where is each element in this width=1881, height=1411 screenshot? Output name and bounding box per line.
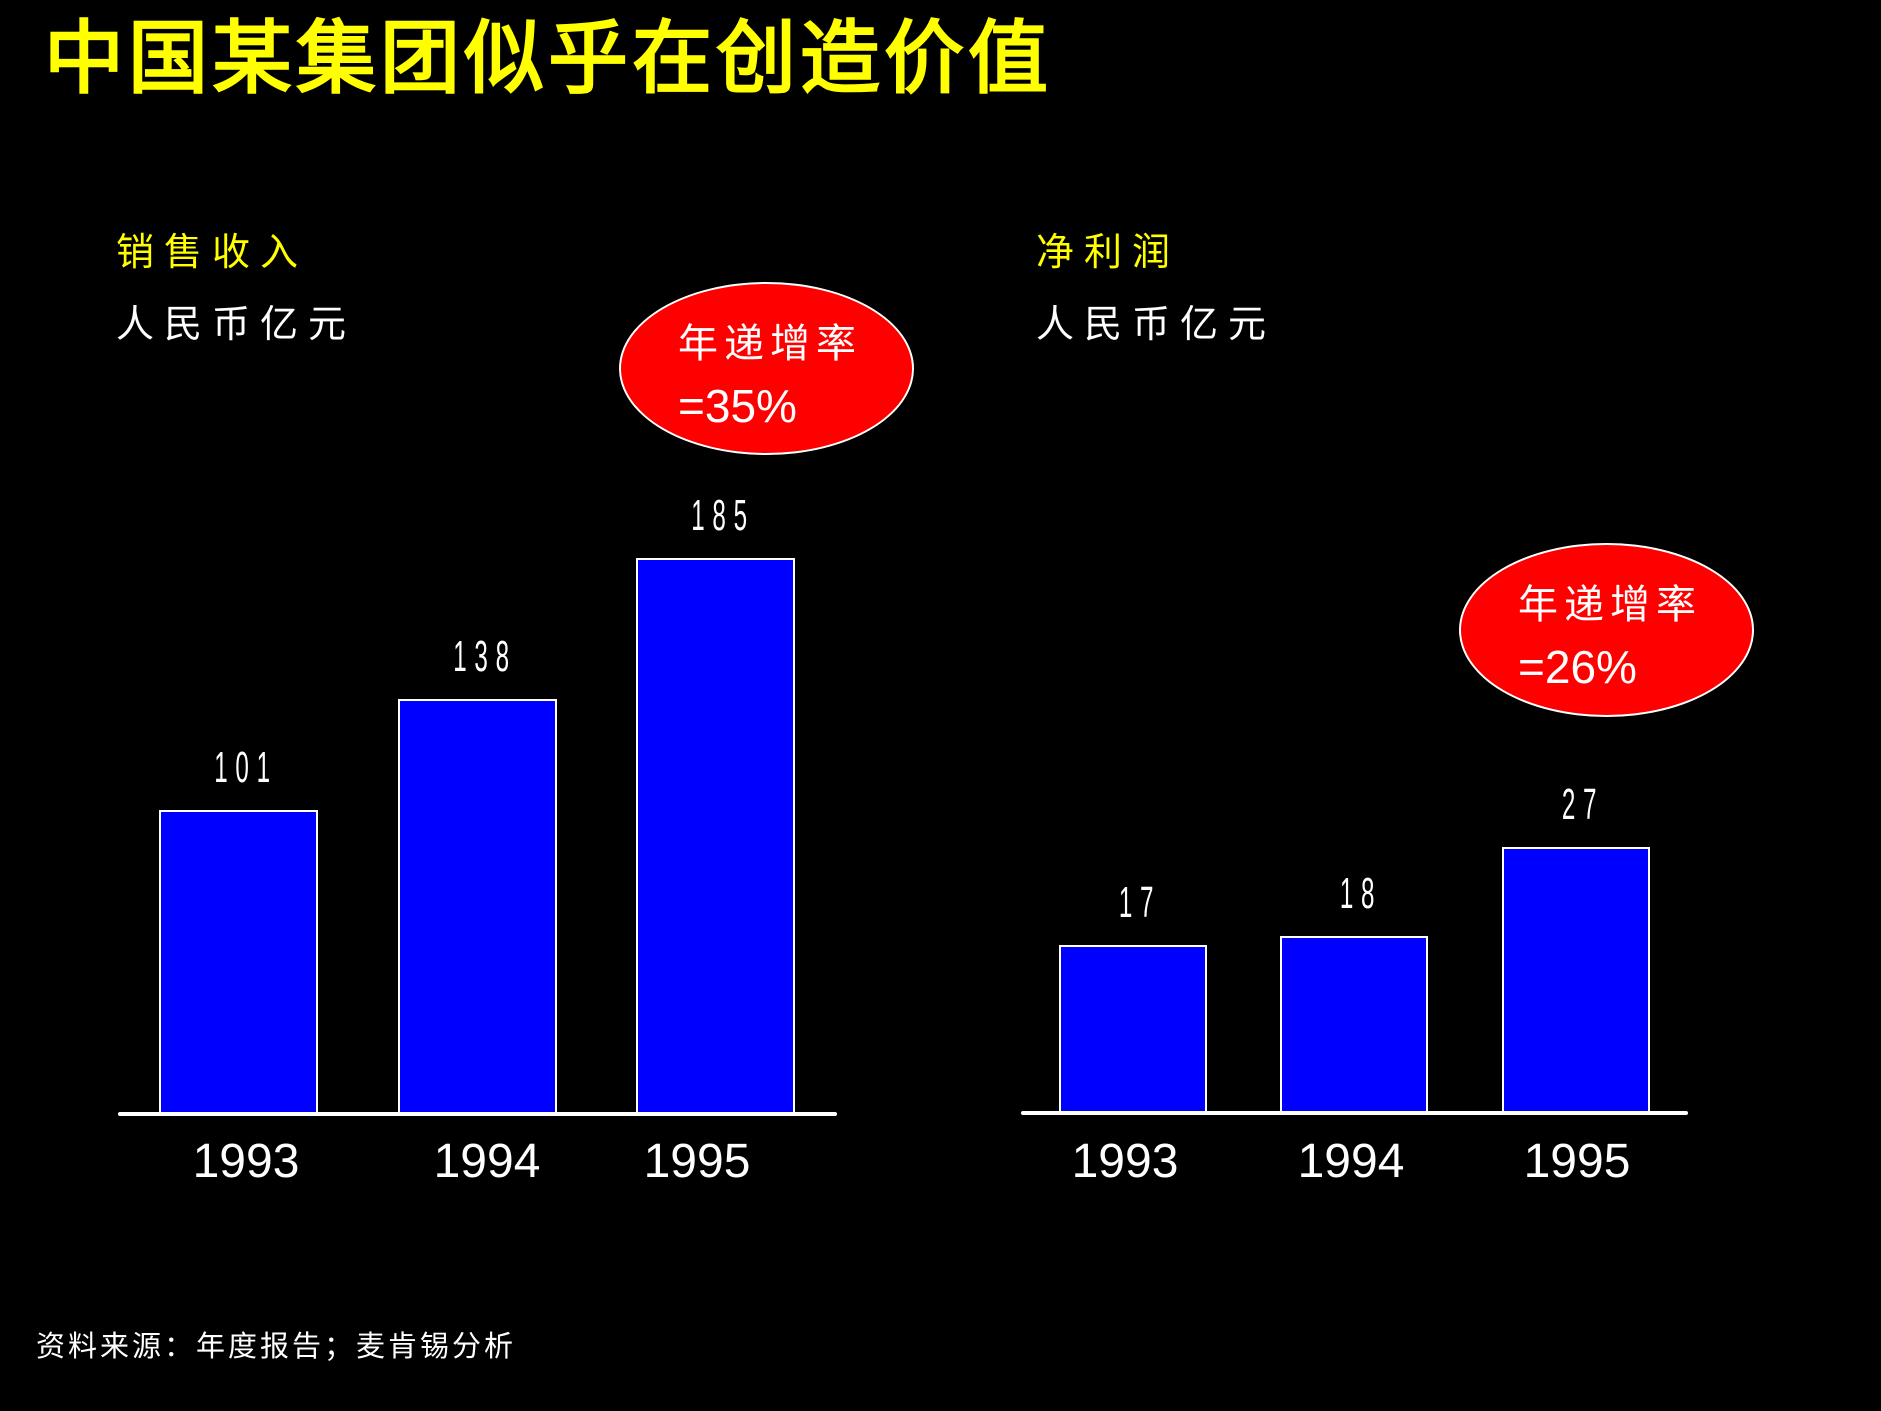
sales-unit-label: 人民币亿元 (116, 302, 357, 346)
x-label-1994: 1994 (1297, 1135, 1405, 1188)
sales-growth-callout: 年递增率 =35% (619, 282, 914, 455)
value-label-1995: 185 (690, 491, 755, 540)
bar-1994 (1280, 936, 1428, 1112)
profit-unit-label: 人民币亿元 (1036, 302, 1277, 346)
x-axis-line (1021, 1111, 1688, 1115)
source-footnote: 资料来源：年度报告；麦肯锡分析 (36, 1329, 517, 1363)
bar-1995 (636, 558, 795, 1113)
x-label-1995: 1995 (1523, 1135, 1631, 1188)
value-label-1994: 18 (1339, 869, 1383, 918)
bar-1993 (1059, 945, 1207, 1112)
value-label-1993: 17 (1118, 878, 1162, 927)
value-label-1995: 27 (1561, 780, 1605, 829)
net-profit-label: 净利润 (1036, 230, 1181, 274)
x-label-1995: 1995 (643, 1135, 751, 1188)
growth-rate-label: 年递增率 (678, 321, 862, 367)
growth-rate-value: =35% (678, 380, 797, 432)
x-label-1993: 1993 (1071, 1135, 1179, 1188)
x-axis-line (118, 1112, 837, 1116)
x-label-1994: 1994 (433, 1135, 541, 1188)
value-label-1993: 101 (213, 743, 278, 792)
value-label-1994: 138 (452, 632, 517, 681)
growth-rate-value: =26% (1518, 641, 1637, 693)
bar-1994 (398, 699, 557, 1113)
sales-revenue-label: 销售收入 (116, 230, 309, 274)
slide-title: 中国某集团似乎在创造价值 (44, 11, 1052, 105)
bar-1995 (1502, 847, 1650, 1112)
growth-rate-label: 年递增率 (1518, 582, 1702, 628)
bar-1993 (159, 810, 318, 1113)
x-label-1993: 1993 (192, 1135, 300, 1188)
profit-growth-callout: 年递增率 =26% (1459, 543, 1754, 717)
